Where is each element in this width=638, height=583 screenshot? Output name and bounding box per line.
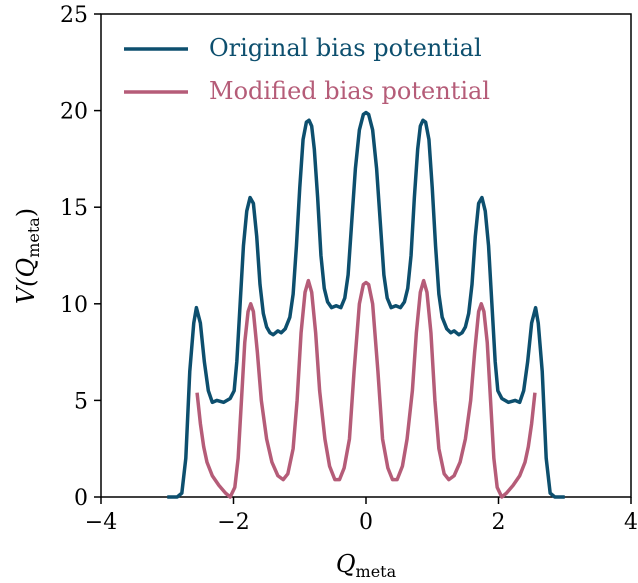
legend-label-modified: Modified bias potential <box>209 77 490 105</box>
x-tick-label: 0 <box>359 510 373 535</box>
x-tick-label: 4 <box>624 510 638 535</box>
series-line-original <box>167 110 565 499</box>
x-tick-label: −4 <box>85 510 117 535</box>
x-axis-ticks: −4 −2 0 2 4 <box>85 497 638 535</box>
series-line-modified <box>195 278 537 499</box>
y-tick-label: 0 <box>74 486 88 511</box>
x-tick-label: −2 <box>217 510 249 535</box>
series-lines <box>167 110 565 499</box>
x-axis-label: Qmeta <box>336 550 397 581</box>
y-tick-label: 15 <box>60 196 88 221</box>
y-axis-label: V(Qmeta) <box>12 208 43 304</box>
y-tick-label: 5 <box>74 389 88 414</box>
y-axis-ticks: 0 5 10 15 20 25 <box>60 3 101 511</box>
legend-label-original: Original bias potential <box>209 34 482 62</box>
legend: Original bias potential Modified bias po… <box>124 34 490 105</box>
y-tick-label: 25 <box>60 3 88 28</box>
x-tick-label: 2 <box>492 510 506 535</box>
y-tick-label: 20 <box>60 100 88 125</box>
y-tick-label: 10 <box>60 293 88 318</box>
